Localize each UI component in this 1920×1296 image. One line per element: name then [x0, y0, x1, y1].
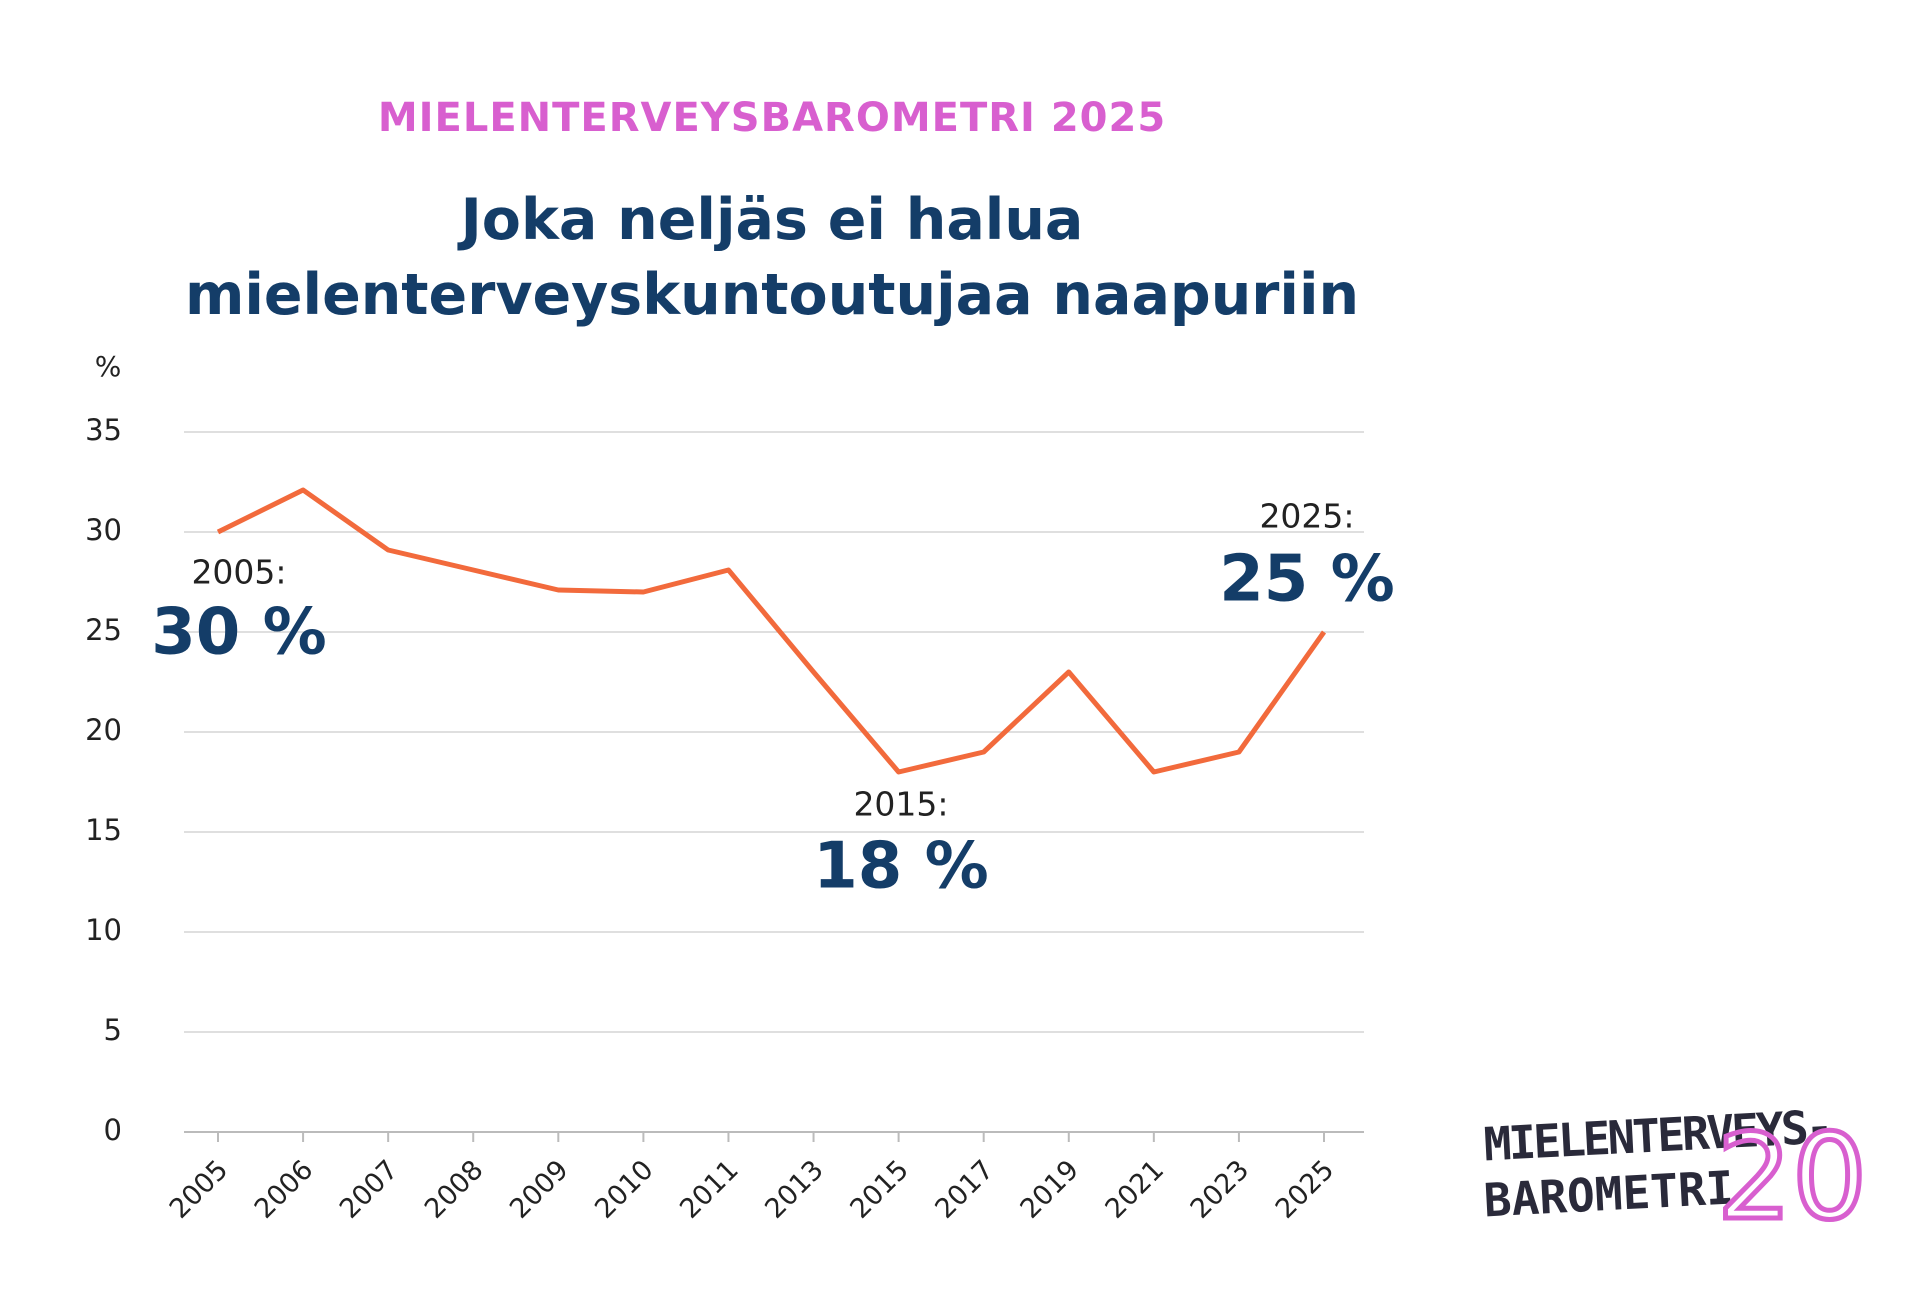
chart-supertitle: MIELENTERVEYSBAROMETRI 2025 [377, 95, 1167, 141]
x-tick-label: 2005 [164, 1154, 235, 1225]
x-tick-label: 2015 [844, 1154, 915, 1225]
y-tick-label: 5 [104, 1013, 122, 1047]
x-tick-label: 2006 [249, 1154, 320, 1225]
x-tick-label: 2011 [674, 1154, 745, 1225]
annotation-year: 2015: [853, 785, 948, 824]
logo-line: BAROMETRI [1482, 1160, 1734, 1227]
y-axis-label: % [95, 350, 122, 383]
x-tick-label: 2025 [1270, 1154, 1341, 1225]
y-tick-label: 10 [85, 913, 122, 947]
x-tick-label: 2007 [334, 1154, 405, 1225]
annotation-value: 25 % [1219, 543, 1394, 617]
y-tick-label: 0 [104, 1113, 122, 1147]
y-tick-label: 30 [85, 513, 122, 547]
x-tick-label: 2017 [929, 1154, 1000, 1225]
annotation-value: 18 % [813, 830, 988, 904]
x-tick-label: 2009 [504, 1154, 575, 1225]
x-tick-label: 2019 [1015, 1154, 1086, 1225]
y-tick-label: 35 [85, 413, 122, 447]
y-tick-label: 15 [85, 813, 122, 847]
annotation-year: 2005: [191, 553, 286, 592]
annotation-value: 30 % [151, 596, 326, 670]
logo-number: 20 [1717, 1108, 1867, 1246]
line [216, 487, 1327, 775]
x-tick-label: 2008 [419, 1154, 490, 1225]
chart-title: Joka neljäs ei halua mielenterveyskuntou… [184, 187, 1360, 328]
x-tick-label: 2023 [1185, 1154, 1256, 1225]
annotation-year: 2025: [1259, 497, 1354, 536]
x-tick-label: 2013 [759, 1154, 830, 1225]
x-tick-label: 2021 [1100, 1154, 1171, 1225]
x-tick-label: 2010 [589, 1154, 660, 1225]
y-tick-label: 25 [85, 613, 122, 647]
y-tick-label: 20 [85, 713, 122, 747]
